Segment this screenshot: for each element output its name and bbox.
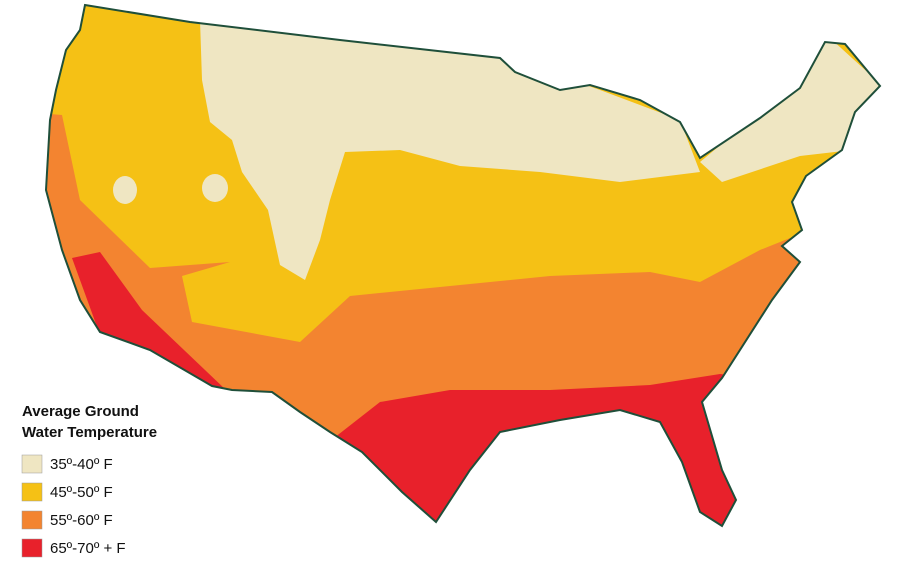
- legend-swatch: [21, 538, 43, 558]
- zone-65-70: [72, 252, 226, 398]
- legend-swatch: [21, 510, 43, 530]
- legend: Average Ground Water Temperature 35º-40º…: [21, 403, 157, 558]
- legend-label: 55º-60º F: [50, 512, 113, 529]
- legend-label: 35º-40º F: [50, 456, 113, 473]
- legend-label: 45º-50º F: [50, 484, 113, 501]
- legend-swatch: [21, 454, 43, 474]
- zone-35-40: [113, 176, 137, 204]
- legend-title: Average Ground: [22, 403, 139, 420]
- legend-title: Water Temperature: [22, 424, 157, 441]
- zone-35-40: [700, 38, 880, 182]
- legend-label: 65º-70º + F: [50, 540, 126, 557]
- zone-35-40: [202, 174, 228, 202]
- legend-swatch: [21, 482, 43, 502]
